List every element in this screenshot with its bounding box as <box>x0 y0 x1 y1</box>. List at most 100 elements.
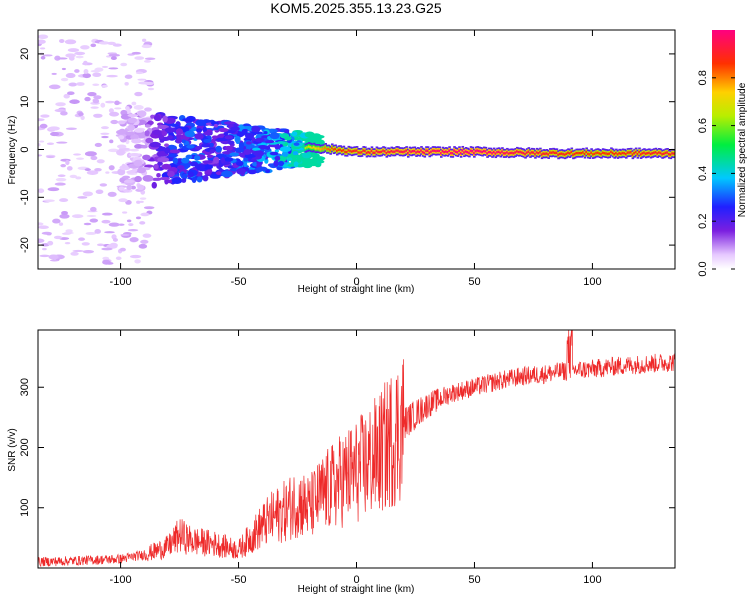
heatmap-cell <box>208 142 214 148</box>
heatmap-band-core <box>403 150 407 153</box>
heatmap-band-core <box>575 151 579 155</box>
heatmap-speckle <box>107 191 117 197</box>
heatmap-cell <box>269 132 280 140</box>
heatmap-band-core <box>620 152 623 155</box>
heatmap-band-core <box>312 146 316 149</box>
heatmap-band-core <box>646 152 650 155</box>
heatmap-band-core <box>601 151 605 154</box>
heatmap-cell <box>132 167 138 172</box>
heatmap-band-core <box>337 148 341 152</box>
heatmap-band-core <box>321 147 324 151</box>
heatmap-speckle <box>39 123 48 129</box>
heatmap-band-core <box>469 149 473 152</box>
heatmap-speckle <box>93 113 103 118</box>
spectrogram-xtick-label: 50 <box>468 276 480 288</box>
heatmap-band-core <box>535 151 539 154</box>
heatmap-band-core <box>413 149 417 153</box>
heatmap-cell <box>127 117 137 124</box>
heatmap-speckle <box>131 51 141 55</box>
heatmap-speckle <box>69 174 78 179</box>
heatmap-speckle <box>67 91 75 96</box>
heatmap-band-core <box>461 149 465 152</box>
heatmap-cell <box>203 138 212 143</box>
heatmap-band-core <box>322 147 326 150</box>
heatmap-speckle <box>86 170 99 175</box>
heatmap-cell <box>116 129 129 135</box>
heatmap-cell <box>153 163 159 170</box>
heatmap-cell <box>153 114 161 122</box>
heatmap-band-core <box>659 151 663 155</box>
heatmap-band-core <box>339 148 342 151</box>
heatmap-band-core <box>309 146 313 149</box>
heatmap-cell <box>175 128 184 136</box>
heatmap-band-core <box>334 147 337 151</box>
heatmap-cell <box>277 141 286 145</box>
heatmap-speckle <box>134 91 143 97</box>
heatmap-band-core <box>375 149 379 153</box>
spectrogram-xlabel: Height of straight line (km) <box>298 284 415 295</box>
heatmap-band-core <box>562 152 565 156</box>
heatmap-cell <box>221 170 233 178</box>
heatmap-speckle <box>100 132 110 135</box>
heatmap-band-core <box>558 152 562 156</box>
heatmap-cell <box>181 157 190 164</box>
heatmap-speckle <box>80 115 85 121</box>
heatmap-band-core <box>509 151 512 155</box>
heatmap-speckle <box>65 127 77 130</box>
heatmap-band-core <box>355 149 359 152</box>
colorbar: 0.0 0.2 0.4 0.6 0.8 Normalized spectral ampl… <box>697 30 748 277</box>
heatmap-cell <box>184 130 196 138</box>
heatmap-speckle <box>38 238 45 244</box>
heatmap-cell <box>194 133 204 140</box>
spectrogram-ytick-label: -10 <box>19 189 31 205</box>
heatmap-cell <box>303 159 314 164</box>
heatmap-cell <box>304 131 315 138</box>
heatmap-cell <box>203 164 214 170</box>
heatmap-band-core <box>406 151 410 155</box>
heatmap-band-core <box>570 150 574 154</box>
heatmap-band-core <box>466 150 470 154</box>
heatmap-speckle <box>43 199 55 203</box>
heatmap-cell <box>263 131 268 135</box>
heatmap-band-core <box>664 151 668 155</box>
heatmap-speckle <box>40 114 50 118</box>
snr-ylabel: SNR (v/v) <box>7 428 18 471</box>
heatmap-cell <box>137 184 145 191</box>
heatmap-speckle <box>65 160 70 166</box>
heatmap-band-core <box>529 152 532 155</box>
heatmap-speckle <box>114 100 120 106</box>
heatmap-cell <box>131 138 142 144</box>
heatmap-speckle <box>124 74 133 79</box>
heatmap-band-core <box>530 151 534 154</box>
heatmap-band-core <box>357 151 361 154</box>
heatmap-band-core <box>552 151 555 154</box>
heatmap-cell <box>171 177 183 184</box>
heatmap-cell <box>293 142 300 146</box>
heatmap-cell <box>157 124 170 130</box>
heatmap-cell <box>175 137 183 144</box>
heatmap-cell <box>202 126 207 133</box>
heatmap-cell <box>308 136 318 142</box>
heatmap-band-core <box>596 151 600 154</box>
heatmap-band-core <box>453 149 456 152</box>
heatmap-cell <box>293 161 299 168</box>
heatmap-band-core <box>623 152 626 155</box>
heatmap-cell <box>118 148 124 156</box>
spectrogram-xtick-label: -50 <box>231 276 247 288</box>
heatmap-speckle <box>90 106 99 109</box>
heatmap-band-core <box>532 151 536 154</box>
heatmap-speckle <box>109 111 120 117</box>
heatmap-speckle <box>70 251 79 256</box>
heatmap-speckle <box>118 223 125 226</box>
heatmap-speckle <box>38 39 46 45</box>
heatmap-cell <box>142 154 151 161</box>
heatmap-speckle <box>142 233 152 238</box>
heatmap-cell <box>252 147 261 151</box>
heatmap-band-core <box>482 149 486 153</box>
heatmap-speckle <box>105 100 115 104</box>
heatmap-band-core <box>653 151 656 154</box>
heatmap-speckle <box>95 189 104 195</box>
heatmap-band-core <box>519 150 522 154</box>
heatmap-band-core <box>507 152 511 155</box>
